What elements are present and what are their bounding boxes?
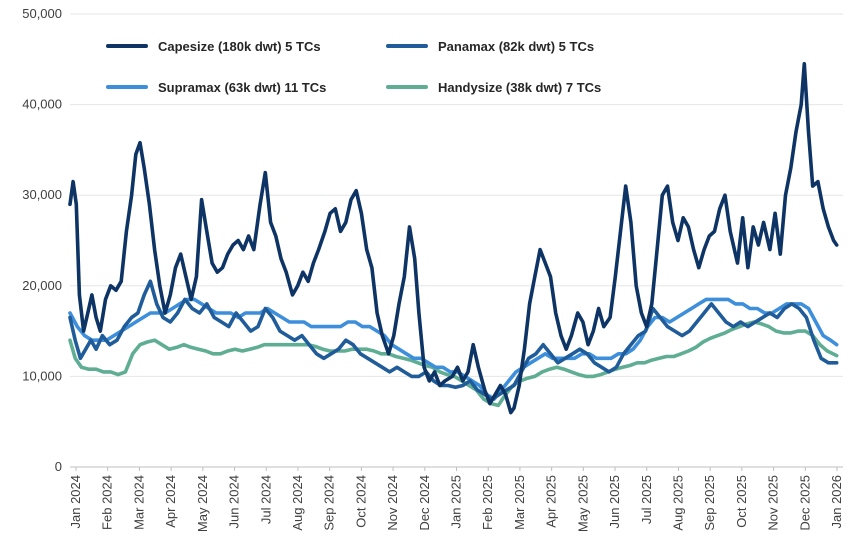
x-tick-label: Oct 2024: [353, 475, 368, 528]
x-tick-label: Nov 2024: [385, 475, 400, 531]
x-tick-label: Jan 2024: [68, 475, 83, 529]
x-tick-label: Feb 2025: [480, 475, 495, 530]
x-tick-label: Mar 2024: [131, 475, 146, 530]
x-tick-label: Sep 2024: [322, 475, 337, 531]
x-tick-label: Apr 2025: [544, 475, 559, 528]
series-line-capesize: [68, 61, 839, 415]
gridlines: [70, 13, 843, 468]
x-tick-label: Dec 2024: [417, 475, 432, 531]
y-tick-label: 10,000: [22, 368, 62, 383]
x-axis-tick-labels: Jan 2024 Feb 2024 Mar 2024 Apr 2024 May 2024…: [68, 467, 844, 532]
x-tick-label: Jan 2026: [829, 475, 844, 529]
y-tick-label: 30,000: [22, 187, 62, 202]
series-lines: [68, 61, 839, 415]
x-tick-label: Mar 2025: [512, 475, 527, 530]
legend-label-supramax: Supramax (63k dwt) 11 TCs: [158, 80, 326, 95]
y-tick-label: 50,000: [22, 6, 62, 21]
x-tick-label: Aug 2025: [670, 475, 685, 531]
x-tick-label: Apr 2024: [163, 475, 178, 528]
x-tick-label: Aug 2024: [290, 475, 305, 531]
x-tick-label: Sep 2025: [702, 475, 717, 531]
x-tick-label: Jan 2025: [449, 475, 464, 529]
x-tick-label: Nov 2025: [766, 475, 781, 531]
x-tick-label: Jun 2025: [607, 475, 622, 529]
x-tick-label: Dec 2025: [797, 475, 812, 531]
x-tick-label: Jul 2025: [639, 475, 654, 524]
x-tick-label: May 2025: [575, 475, 590, 532]
x-tick-label: Feb 2024: [100, 475, 115, 530]
y-tick-label: 0: [55, 459, 62, 474]
legend-label-capesize: Capesize (180k dwt) 5 TCs: [158, 39, 321, 54]
legend: Capesize (180k dwt) 5 TCs Panamax (82k dw…: [106, 39, 601, 95]
y-tick-label: 20,000: [22, 278, 62, 293]
y-tick-label: 40,000: [22, 97, 62, 112]
series-line-panamax: [68, 279, 839, 401]
legend-label-handysize: Handysize (38k dwt) 7 TCs: [438, 80, 601, 95]
y-axis-tick-labels: 0 10,000 20,000 30,000 40,000 50,000: [22, 6, 62, 474]
x-tick-label: Jul 2024: [258, 475, 273, 524]
x-tick-label: Jun 2024: [227, 475, 242, 529]
x-tick-label: May 2024: [195, 475, 210, 532]
x-tick-label: Oct 2025: [734, 475, 749, 528]
series-line-handysize: [68, 320, 839, 408]
legend-label-panamax: Panamax (82k dwt) 5 TCs: [438, 39, 594, 54]
